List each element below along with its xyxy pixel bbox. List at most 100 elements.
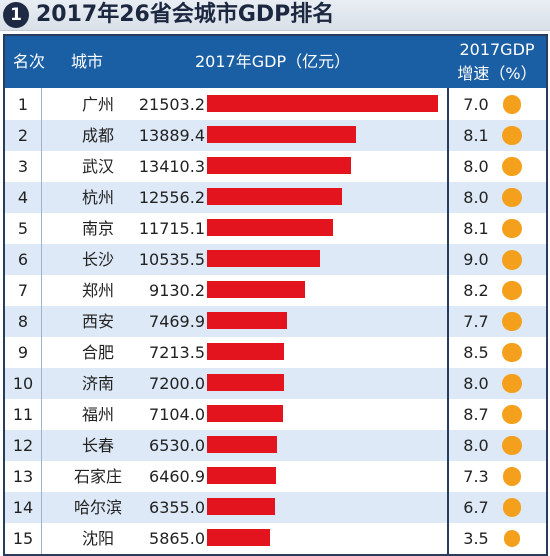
rank-cell: 4 [17,188,29,207]
title-number-badge: 1 [3,2,29,28]
growth-value-label: 8.7 [463,405,489,424]
gdp-bar [207,188,342,205]
gdp-value-label: 11715.1 [138,219,205,238]
city-cell: 长春 [81,436,114,455]
growth-dot [502,404,522,425]
growth-value-label: 9.0 [463,250,489,269]
header-growth-line2: 增速（%） [457,64,537,83]
rank-cell: 9 [17,343,29,362]
growth-value-label: 7.3 [463,467,489,486]
growth-value-label: 8.5 [463,343,489,362]
gdp-value-label: 6460.9 [149,467,205,486]
growth-value-label: 7.7 [463,312,489,331]
city-cell: 武汉 [81,157,114,176]
gdp-value-label: 7200.0 [149,374,205,393]
growth-value-label: 8.1 [463,126,489,145]
city-cell: 南京 [81,219,114,238]
rank-cell: 7 [17,281,29,300]
gdp-value-label: 5865.0 [149,529,205,548]
city-cell: 合肥 [81,343,114,362]
table-row: 12 长春 6530.0 8.0 [5,430,546,461]
city-cell: 济南 [81,374,114,393]
city-cell: 广州 [81,95,114,114]
gdp-value-label: 13410.3 [138,157,205,176]
rank-cell: 13 [12,467,34,486]
growth-dot [503,530,521,547]
header-city: 城市 [71,52,104,71]
rank-cell: 8 [17,312,29,331]
growth-dot [502,342,522,363]
growth-value-label: 6.7 [463,498,489,517]
growth-dot [502,156,522,177]
header-growth-line1: 2017GDP [459,40,535,59]
table-row: 6 长沙 10535.5 9.0 [5,244,546,275]
gdp-value-label: 9130.2 [149,281,205,300]
gdp-bar [207,374,285,391]
rank-cell: 15 [12,529,34,548]
growth-value-label: 8.2 [463,281,489,300]
gdp-value-label: 7213.5 [149,343,205,362]
header-rank: 名次 [13,52,46,71]
rank-cell: 10 [12,374,34,393]
city-cell: 杭州 [81,188,114,207]
table-row: 15 沈阳 5865.0 3.5 [5,523,546,554]
rank-cell: 14 [12,498,34,517]
growth-value-label: 8.0 [463,157,489,176]
rank-cell: 3 [17,157,29,176]
gdp-bar [207,498,276,515]
gdp-value-label: 13889.4 [138,126,205,145]
table-row: 13 石家庄 6460.9 7.3 [5,461,546,492]
growth-value-label: 8.0 [463,436,489,455]
title-bar: 1 2017年26省会城市GDP排名 [0,0,550,31]
chart-title: 2017年26省会城市GDP排名 [36,2,335,27]
gdp-value-label: 10535.5 [138,250,205,269]
rank-cell: 12 [12,436,34,455]
table-row: 7 郑州 9130.2 8.2 [5,275,546,306]
growth-value-label: 7.0 [463,95,489,114]
growth-dot [502,311,522,332]
table-row: 14 哈尔滨 6355.0 6.7 [5,492,546,523]
gdp-bar [207,529,270,546]
table-row: 9 合肥 7213.5 8.5 [5,337,546,368]
table-row: 5 南京 11715.1 8.1 [5,213,546,244]
growth-dot [502,249,522,270]
growth-dot [502,373,522,394]
table-row: 10 济南 7200.0 8.0 [5,368,546,399]
growth-value-label: 8.1 [463,219,489,238]
rank-cell: 5 [17,219,29,238]
table-header: 名次 城市 2017年GDP（亿元） 2017GDP 增速（%） [5,36,546,88]
growth-dot [502,95,522,114]
growth-dot [502,218,522,239]
city-cell: 沈阳 [81,529,114,548]
table-row: 4 杭州 12556.2 8.0 [5,182,546,213]
gdp-bar [207,281,306,298]
gdp-value-label: 7104.0 [149,405,205,424]
table-row: 8 西安 7469.9 7.7 [5,306,546,337]
gdp-value-label: 12556.2 [138,188,205,207]
gdp-bar [207,343,285,360]
rank-cell: 11 [12,405,34,424]
gdp-value-label: 6530.0 [149,436,205,455]
growth-dot [502,498,522,517]
city-cell: 福州 [81,405,114,424]
rank-cell: 1 [17,95,29,114]
gdp-value-label: 6355.0 [149,498,205,517]
growth-value-label: 8.0 [463,188,489,207]
growth-value-label: 3.5 [463,529,489,548]
table-row: 1 广州 21503.2 7.0 [5,89,546,120]
gdp-bar [207,312,288,329]
city-cell: 成都 [81,126,114,145]
growth-dot [502,187,522,208]
gdp-bar [207,405,284,422]
column-divider [447,88,449,554]
gdp-bar [207,250,321,267]
city-cell: 郑州 [81,281,114,300]
gdp-bar [207,436,278,453]
rank-cell: 2 [17,126,29,145]
gdp-bar [207,219,333,236]
header-gdp: 2017年GDP（亿元） [195,52,351,71]
growth-dot [502,435,522,456]
growth-dot [502,280,522,301]
rank-cell: 6 [17,250,29,269]
